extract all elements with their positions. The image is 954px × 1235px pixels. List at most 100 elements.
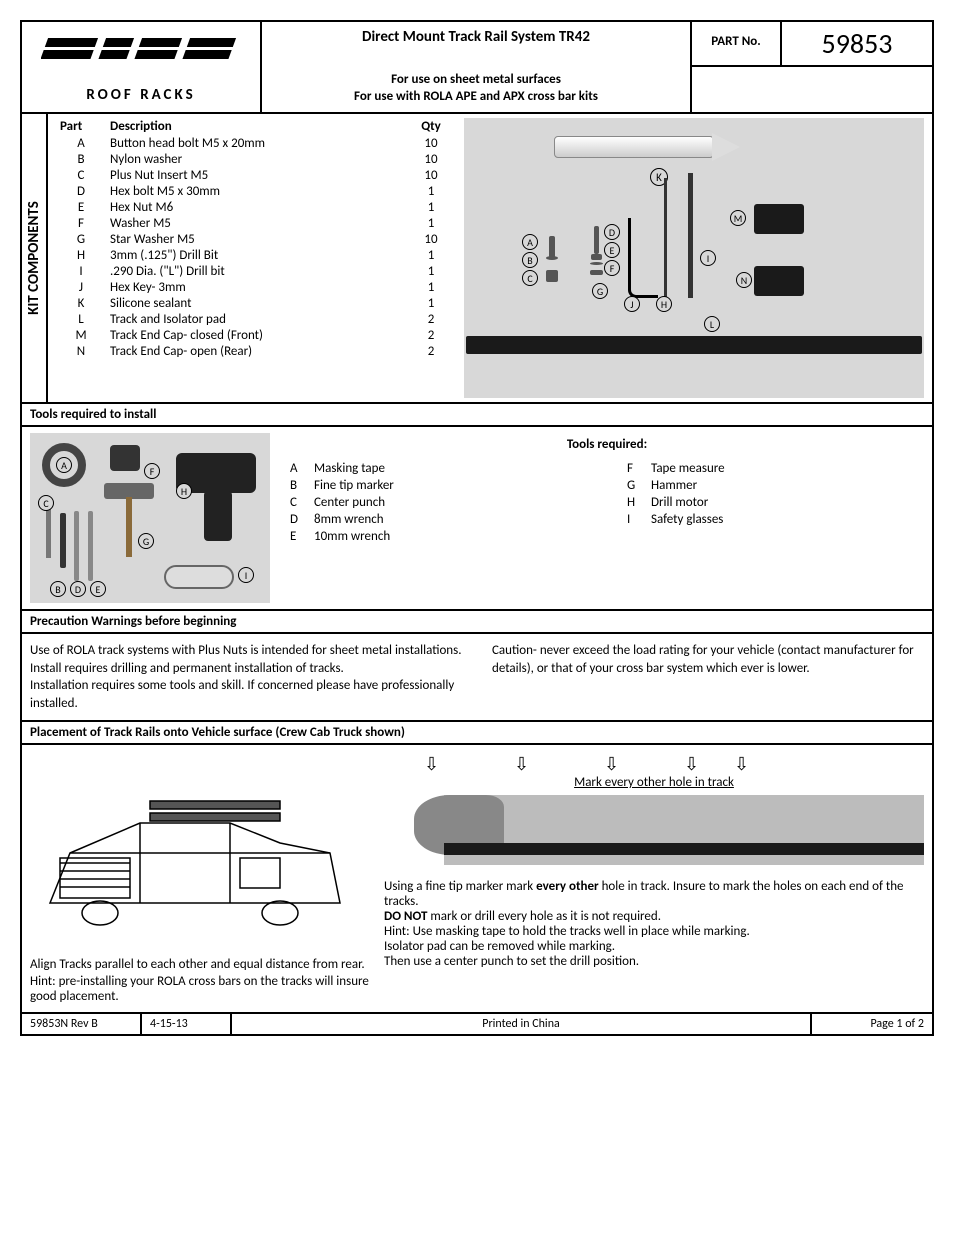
col-desc: Description: [106, 118, 406, 135]
part-qty: 2: [406, 327, 456, 343]
tool-name: 8mm wrench: [314, 512, 384, 527]
tool-name: Center punch: [314, 495, 385, 510]
label-i: I: [700, 250, 716, 266]
tool-name: Fine tip marker: [314, 478, 394, 493]
page-header: ROOF RACKS Direct Mount Track Rail Syste…: [22, 22, 932, 114]
label-g: G: [592, 283, 608, 299]
sealant-tube-icon: [554, 136, 714, 158]
partno-empty: [692, 67, 932, 112]
endcap-m-icon: [754, 204, 804, 234]
tools-title: Tools required:: [290, 437, 924, 452]
part-desc: .290 Dia. ("L") Drill bit: [106, 263, 406, 279]
placement-r2: DO NOT mark or drill every hole as it is…: [384, 909, 924, 924]
part-qty: 1: [406, 215, 456, 231]
tlabel-c: C: [38, 495, 54, 511]
tool-row: GHammer: [627, 477, 924, 494]
part-desc: Plus Nut Insert M5: [106, 167, 406, 183]
part-letter: G: [56, 231, 106, 247]
precaution-left: Use of ROLA track systems with Plus Nuts…: [30, 642, 462, 712]
tools-section: A F G H I C B D E Tools required: AMaski…: [22, 427, 932, 611]
part-desc: Track and Isolator pad: [106, 311, 406, 327]
tool-row: CCenter punch: [290, 494, 587, 511]
table-row: CPlus Nut Insert M510: [56, 167, 456, 183]
tool-letter: G: [627, 478, 651, 493]
kit-vlabel: KIT COMPONENTS: [22, 114, 48, 402]
tlabel-f: F: [144, 463, 160, 479]
endcap-n-icon: [754, 266, 804, 296]
instruction-page: ROOF RACKS Direct Mount Track Rail Syste…: [20, 20, 934, 1036]
parts-table: Part Description Qty AButton head bolt M…: [56, 118, 456, 398]
mark-rail-icon: [444, 843, 924, 855]
part-letter: J: [56, 279, 106, 295]
label-l: L: [704, 316, 720, 332]
part-qty: 10: [406, 151, 456, 167]
tool-name: Drill motor: [651, 495, 708, 510]
sealant-tip-icon: [712, 133, 740, 161]
part-letter: E: [56, 199, 106, 215]
tlabel-a: A: [56, 457, 72, 473]
tlabel-i: I: [238, 567, 254, 583]
tool-letter: H: [627, 495, 651, 510]
glasses-icon: [164, 565, 234, 589]
mark-diagram: ⇩ ⇩ ⇩ ⇩ ⇩ Mark every other hole in track: [384, 753, 924, 873]
part-letter: I: [56, 263, 106, 279]
tool-name: Safety glasses: [651, 512, 723, 527]
partno-value: 59853: [782, 22, 932, 65]
tool-row: E10mm wrench: [290, 528, 587, 545]
part-qty: 10: [406, 135, 456, 151]
tools-col-left: AMasking tapeBFine tip markerCCenter pun…: [290, 460, 587, 545]
mark-label: Mark every other hole in track: [384, 775, 924, 790]
page-footer: 59853N Rev B 4-15-13 Printed in China Pa…: [22, 1014, 932, 1034]
label-j: J: [624, 296, 640, 312]
part-letter: M: [56, 327, 106, 343]
placement-left-text1: Align Tracks parallel to each other and …: [30, 957, 370, 972]
table-row: NTrack End Cap- open (Rear)2: [56, 343, 456, 359]
table-row: FWasher M51: [56, 215, 456, 231]
part-qty: 1: [406, 279, 456, 295]
arrow-icon: ⇩: [514, 753, 529, 775]
tool-letter: E: [290, 529, 314, 544]
part-qty: 10: [406, 231, 456, 247]
col-part: Part: [56, 118, 106, 135]
table-row: AButton head bolt M5 x 20mm10: [56, 135, 456, 151]
label-f: F: [604, 260, 620, 276]
part-desc: Star Washer M5: [106, 231, 406, 247]
washer-b-icon: [546, 256, 558, 260]
part-letter: B: [56, 151, 106, 167]
placement-bar: Placement of Track Rails onto Vehicle su…: [22, 722, 932, 745]
mark-track-photo: [444, 795, 924, 865]
punch-icon: [46, 503, 51, 558]
tool-row: FTape measure: [627, 460, 924, 477]
placement-r1: Using a fine tip marker mark every other…: [384, 879, 924, 909]
brand-logo-cell: ROOF RACKS: [22, 22, 262, 112]
precaution-body: Use of ROLA track systems with Plus Nuts…: [22, 634, 932, 722]
tlabel-d: D: [70, 581, 86, 597]
part-letter: K: [56, 295, 106, 311]
tool-letter: F: [627, 461, 651, 476]
starwasher-g-icon: [590, 270, 603, 275]
part-letter: L: [56, 311, 106, 327]
label-a: A: [522, 234, 538, 250]
rola-logo-icon: [41, 30, 241, 80]
footer-page: Page 1 of 2: [812, 1014, 932, 1034]
tool-row: ISafety glasses: [627, 511, 924, 528]
col-qty: Qty: [406, 118, 456, 135]
wrench-e-icon: [88, 511, 93, 581]
arrow-icon: ⇩: [684, 753, 699, 775]
tool-letter: D: [290, 512, 314, 527]
tlabel-h: H: [176, 483, 192, 499]
drill-grip-icon: [204, 491, 232, 541]
table-row: DHex bolt M5 x 30mm1: [56, 183, 456, 199]
label-b: B: [522, 252, 538, 268]
part-desc: Nylon washer: [106, 151, 406, 167]
placement-left: Align Tracks parallel to each other and …: [30, 753, 370, 1004]
label-c: C: [522, 270, 538, 286]
track-bar-icon: [466, 336, 922, 354]
part-qty: 1: [406, 263, 456, 279]
label-n: N: [736, 272, 752, 288]
insert-c-icon: [546, 270, 558, 282]
label-m: M: [730, 210, 746, 226]
part-desc: Hex Key- 3mm: [106, 279, 406, 295]
part-qty: 1: [406, 295, 456, 311]
part-letter: F: [56, 215, 106, 231]
